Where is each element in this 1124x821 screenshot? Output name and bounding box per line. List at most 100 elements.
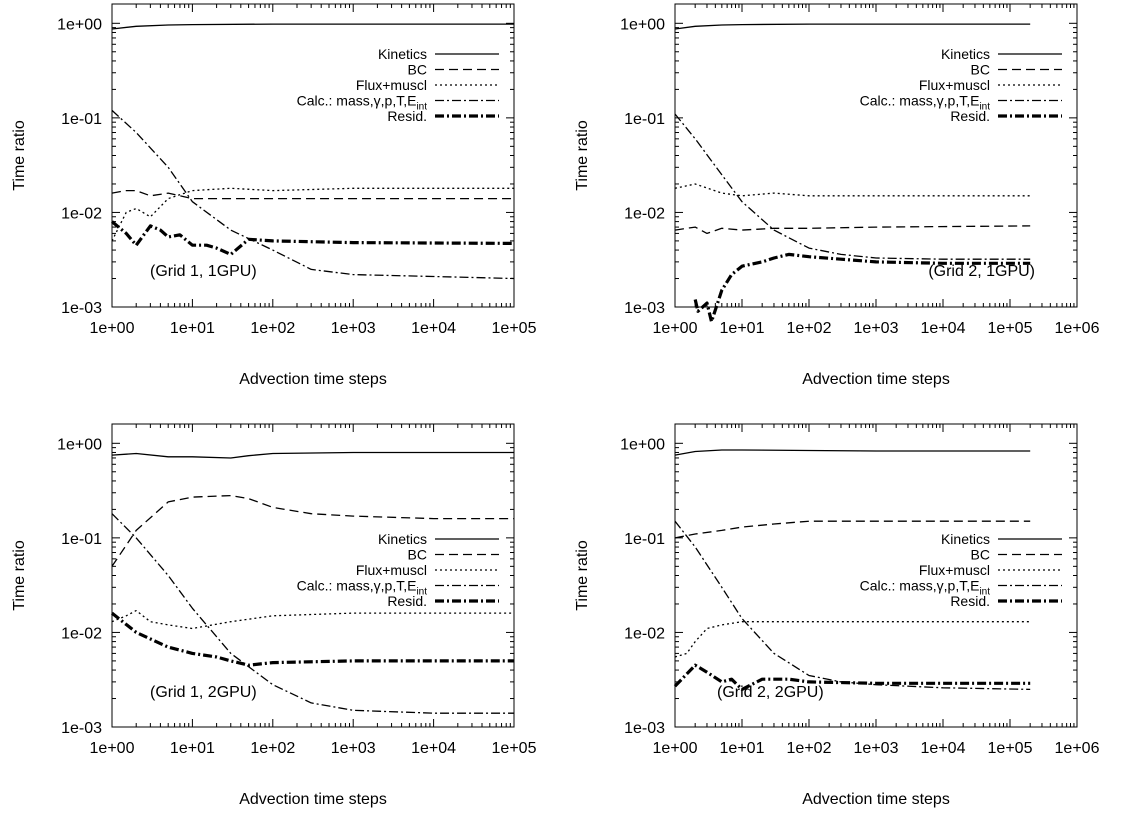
panel-annotation: (Grid 2, 1GPU) — [928, 263, 1035, 280]
series-line-kinetics — [674, 449, 1031, 456]
legend-label: Flux+muscl — [356, 562, 427, 578]
x-tick-label: 1e+04 — [921, 740, 966, 757]
legend-label: Calc.: mass,γ,p,T,Eint — [860, 578, 991, 598]
x-tick-label: 1e+00 — [653, 320, 698, 337]
series-line-flux-muscl — [111, 609, 514, 630]
legend-label: Calc.: mass,γ,p,T,Eint — [860, 93, 991, 113]
series-line-resid — [110, 220, 515, 256]
legend-label: BC — [971, 62, 990, 78]
y-tick-label: 1e-03 — [61, 300, 102, 317]
x-axis-label: Advection time steps — [802, 371, 950, 388]
y-tick-label: 1e-01 — [61, 111, 102, 128]
legend-label: Calc.: mass,γ,p,T,Eint — [297, 578, 428, 598]
y-tick-label: 1e-03 — [624, 720, 665, 737]
x-tick-label: 1e+05 — [492, 740, 537, 757]
y-tick-label: 1e+00 — [620, 436, 665, 453]
legend-label: BC — [408, 62, 427, 78]
chart-panel: 1e+00 1e+01 1e+02 1e+03 1e+04 1e+05 1e-03 1e-02… — [11, 423, 537, 808]
legend-subscript: int — [979, 102, 990, 113]
y-tick-label: 1e-03 — [624, 300, 665, 317]
x-tick-label: 1e+01 — [170, 740, 215, 757]
legend-label: Kinetics — [378, 46, 427, 62]
y-tick-label: 1e-01 — [624, 531, 665, 548]
series-line-calc — [111, 513, 514, 714]
series-line-kinetics — [111, 23, 514, 30]
plot-frame — [111, 3, 515, 308]
series-line-kinetics — [674, 23, 1031, 30]
chart-panel: 1e+00 1e+01 1e+02 1e+03 1e+04 1e+05 1e+06 1e-03… — [574, 423, 1100, 808]
y-axis-label: Time ratio — [574, 120, 591, 191]
x-tick-label: 1e+06 — [1055, 740, 1100, 757]
legend-label: Flux+muscl — [356, 77, 427, 93]
legend-label: Kinetics — [941, 46, 990, 62]
x-tick-label: 1e+00 — [653, 740, 698, 757]
x-axis-label: Advection time steps — [239, 371, 387, 388]
y-tick-label: 1e-02 — [624, 205, 665, 222]
series-line-resid — [673, 663, 1031, 692]
x-tick-label: 1e+04 — [921, 320, 966, 337]
x-tick-label: 1e+02 — [250, 320, 295, 337]
y-tick-label: 1e-02 — [61, 205, 102, 222]
chart-panel: 1e+00 1e+01 1e+02 1e+03 1e+04 1e+05 1e-03 1e-02… — [11, 3, 537, 388]
legend-label: Resid. — [387, 593, 427, 609]
series-line-flux-muscl — [111, 187, 514, 242]
y-tick-label: 1e+00 — [620, 16, 665, 33]
y-axis-label: Time ratio — [11, 540, 28, 611]
x-tick-label: 1e+03 — [854, 320, 899, 337]
series-line-bc — [674, 520, 1031, 539]
x-tick-label: 1e+03 — [331, 740, 376, 757]
y-tick-label: 1e-03 — [61, 720, 102, 737]
legend-label: Resid. — [950, 108, 990, 124]
chart-panel: 1e+00 1e+01 1e+02 1e+03 1e+04 1e+05 1e+06 1e-03… — [574, 3, 1100, 388]
x-tick-label: 1e+04 — [411, 740, 456, 757]
legend-subscript: int — [416, 587, 427, 598]
y-tick-label: 1e-02 — [624, 625, 665, 642]
x-axis-label: Advection time steps — [802, 791, 950, 808]
legend-subscript: int — [979, 587, 990, 598]
legend-subscript: int — [416, 102, 427, 113]
legend-label: Kinetics — [941, 531, 990, 547]
y-tick-label: 1e-02 — [61, 625, 102, 642]
series-line-resid — [693, 252, 1031, 324]
x-tick-label: 1e+05 — [988, 320, 1033, 337]
x-tick-label: 1e+03 — [331, 320, 376, 337]
y-tick-label: 1e+00 — [57, 436, 102, 453]
series-line-calc — [674, 113, 1031, 260]
panel-annotation: (Grid 2, 2GPU) — [717, 684, 824, 701]
series-line-flux-muscl — [674, 621, 1031, 658]
legend-label: Calc.: mass,γ,p,T,Eint — [297, 93, 428, 113]
legend-label: Resid. — [387, 108, 427, 124]
series-line-bc — [674, 225, 1031, 235]
x-axis-label: Advection time steps — [239, 791, 387, 808]
x-tick-label: 1e+05 — [492, 320, 537, 337]
series-line-kinetics — [111, 451, 514, 459]
series-line-flux-muscl — [674, 183, 1031, 197]
x-tick-label: 1e+02 — [787, 740, 832, 757]
x-tick-label: 1e+05 — [988, 740, 1033, 757]
panel-annotation: (Grid 1, 1GPU) — [150, 263, 257, 280]
y-tick-label: 1e-01 — [624, 111, 665, 128]
plot-frame — [111, 423, 515, 728]
x-tick-label: 1e+01 — [170, 320, 215, 337]
x-tick-label: 1e+00 — [90, 740, 135, 757]
y-tick-label: 1e-01 — [61, 531, 102, 548]
legend-label: BC — [408, 547, 427, 563]
legend-label: Flux+muscl — [919, 77, 990, 93]
legend-label: Flux+muscl — [919, 562, 990, 578]
series-line-resid — [111, 611, 514, 667]
y-axis-label: Time ratio — [11, 120, 28, 191]
y-axis-label: Time ratio — [574, 540, 591, 611]
x-tick-label: 1e+00 — [90, 320, 135, 337]
x-tick-label: 1e+02 — [787, 320, 832, 337]
x-tick-label: 1e+01 — [720, 320, 765, 337]
x-tick-label: 1e+01 — [720, 740, 765, 757]
legend-label: BC — [971, 547, 990, 563]
x-tick-label: 1e+03 — [854, 740, 899, 757]
series-line-bc — [111, 494, 514, 567]
